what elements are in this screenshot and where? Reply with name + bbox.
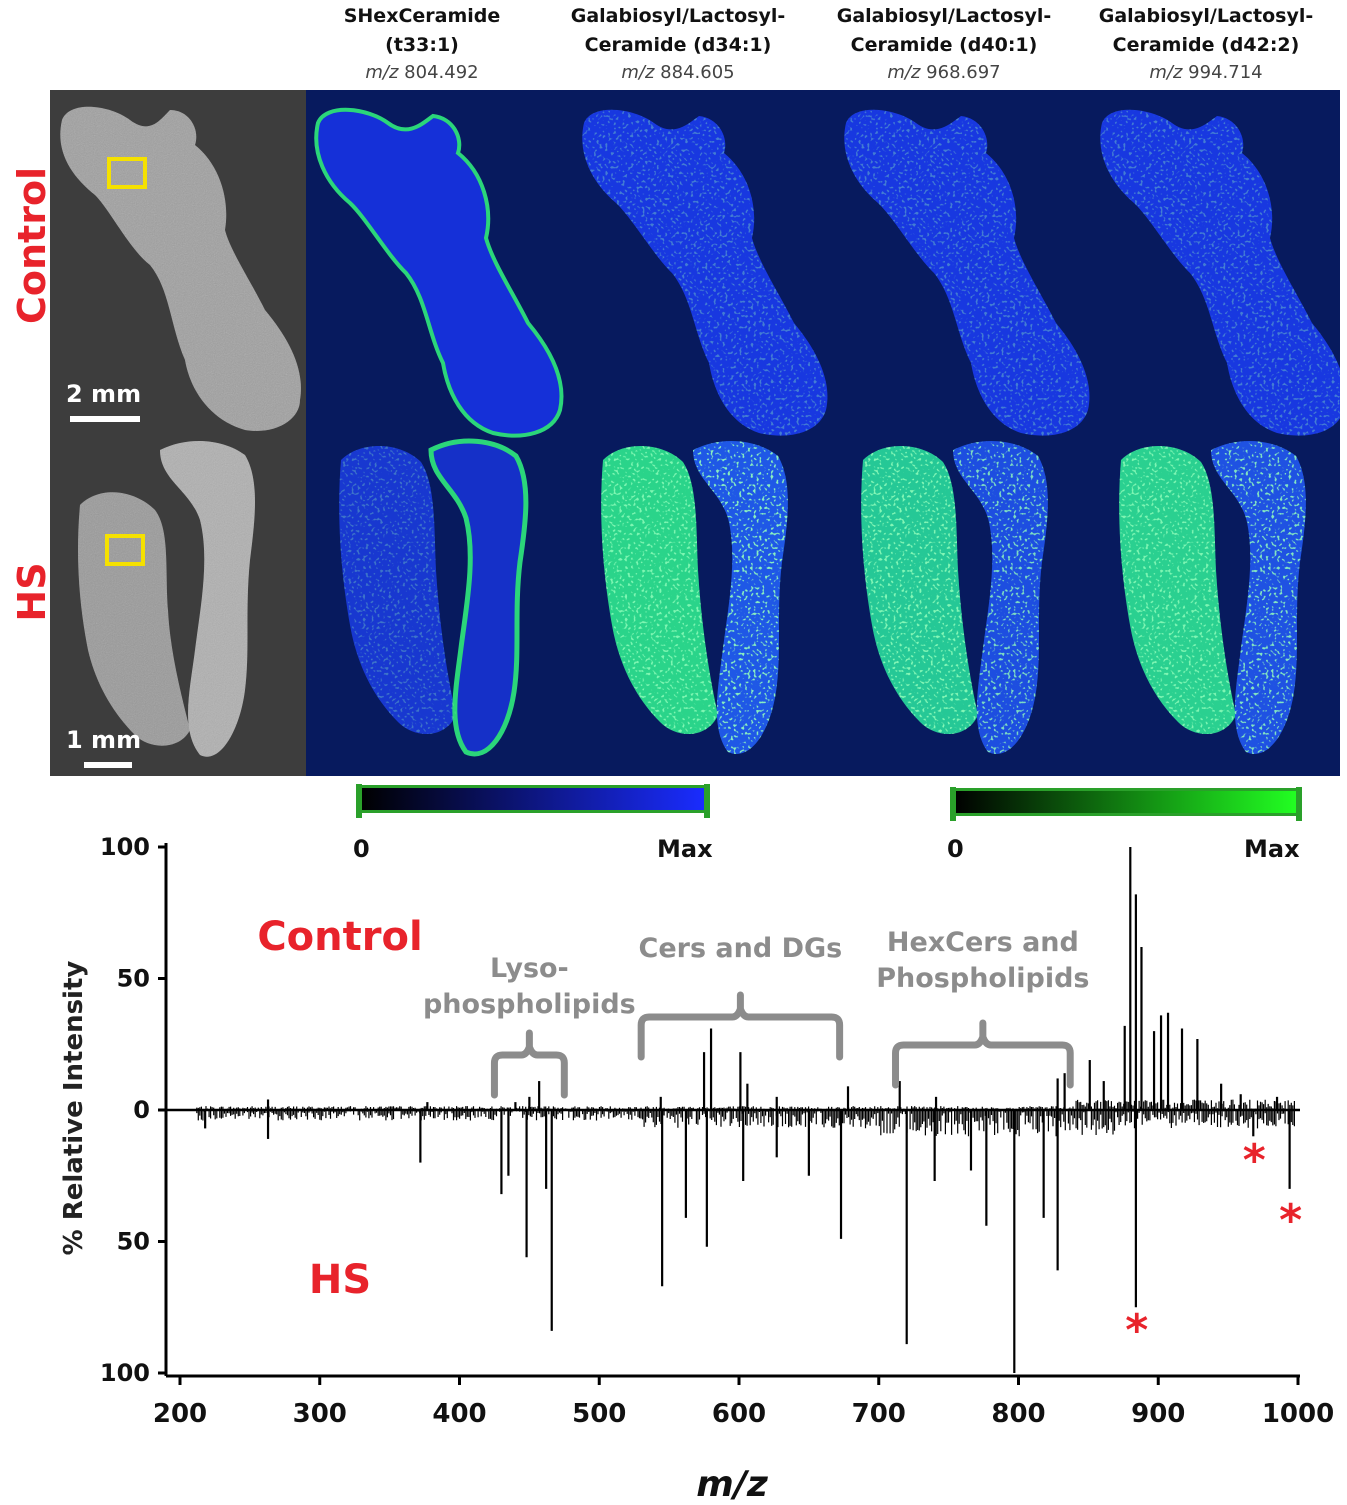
annotation-brace — [892, 1019, 1074, 1089]
scalebar-label-top: 2 mm — [66, 380, 142, 408]
annotation-text: Phospholipids — [876, 963, 1089, 994]
panel-3-sub: Ceramide (d40:1) — [850, 34, 1038, 56]
row-label-hs: HS — [10, 562, 54, 622]
x-tick-label: 700 — [852, 1399, 906, 1429]
y-tick-label: 100 — [100, 833, 150, 861]
annotation-text: Cers and DGs — [639, 933, 843, 964]
panel-header-1: SHexCeramide (t33:1) m/z 804.492 — [302, 2, 542, 86]
x-tick-label: 800 — [991, 1399, 1045, 1429]
peak-marker-asterisk: * — [1243, 1135, 1266, 1186]
roi-box-hs — [105, 534, 145, 566]
x-tick-label: 900 — [1131, 1399, 1185, 1429]
colorbar-green — [950, 787, 1302, 821]
x-tick-label: 500 — [572, 1399, 626, 1429]
panel-4-mz: m/z 994.714 — [1149, 62, 1263, 83]
colorbar-green-cap-left — [950, 787, 956, 821]
ms-image-hs-4 — [1119, 441, 1306, 754]
y-tick-label: 50 — [117, 965, 150, 993]
y-axis-label: % Relative Intensity — [59, 961, 89, 1256]
ms-image-hs-3 — [861, 441, 1048, 754]
colorbar-blue — [356, 784, 710, 818]
panel-2-mz: m/z 884.605 — [621, 62, 735, 83]
peak-marker-asterisk: * — [1279, 1195, 1302, 1246]
colorbar-blue-min: 0 — [353, 835, 370, 863]
colorbar-green-cap-right — [1296, 787, 1302, 821]
x-axis-label: m/z — [696, 1464, 769, 1505]
y-tick-label: 100 — [100, 1359, 150, 1387]
panel-4-sub: Ceramide (d42:2) — [1112, 34, 1300, 56]
panel-1-name: SHexCeramide — [343, 5, 501, 27]
ms-image-control-4 — [1100, 109, 1340, 436]
x-tick-label: 200 — [153, 1399, 207, 1429]
panel-4-name: Galabiosyl/Lactosyl- — [1098, 5, 1314, 27]
series-label-hs: HS — [309, 1257, 371, 1303]
scalebar-label-bottom: 1 mm — [66, 726, 142, 754]
annotation-text: phospholipids — [423, 989, 636, 1020]
ms-image-hs-1 — [339, 441, 526, 754]
x-tick-label: 1000 — [1262, 1399, 1334, 1429]
ms-image-control-1 — [314, 107, 564, 438]
colorbar-blue-max: Max — [657, 835, 713, 863]
x-tick-label: 300 — [293, 1399, 347, 1429]
ms-image-hs-2 — [601, 441, 788, 754]
panel-header-2: Galabiosyl/Lactosyl- Ceramide (d34:1) m/… — [558, 2, 798, 86]
colorbar-blue-cap-right — [704, 784, 710, 818]
annotation-text: Lyso- — [490, 953, 569, 984]
colorbar-green-min: 0 — [947, 835, 964, 863]
peak-marker-asterisk: * — [1125, 1305, 1148, 1356]
panel-2-name: Galabiosyl/Lactosyl- — [570, 5, 786, 27]
optical-images: 2 mm 1 mm — [50, 90, 306, 776]
row-label-control: Control — [10, 166, 54, 324]
y-tick-label: 0 — [133, 1096, 150, 1124]
annotation-text: HexCers and — [887, 927, 1079, 958]
ms-image-control-3 — [844, 109, 1090, 436]
ms-image-control-2 — [582, 109, 828, 436]
panel-header-3: Galabiosyl/Lactosyl- Ceramide (d40:1) m/… — [824, 2, 1064, 86]
panel-1-sub: (t33:1) — [385, 34, 459, 56]
ms-image-grid — [314, 107, 1340, 776]
optical-tissue-svg — [60, 106, 301, 757]
panel-1-mz: m/z 804.492 — [365, 62, 479, 83]
panel-3-mz: m/z 968.697 — [887, 62, 1001, 83]
spectrum-noise — [196, 1099, 1295, 1137]
colorbar-green-max: Max — [1244, 835, 1300, 863]
y-tick-label: 50 — [117, 1228, 150, 1256]
panel-3-name: Galabiosyl/Lactosyl- — [836, 5, 1052, 27]
panel-2-sub: Ceramide (d34:1) — [584, 34, 772, 56]
colorbar-blue-cap-left — [356, 784, 362, 818]
annotation-brace — [637, 991, 844, 1061]
x-tick-label: 600 — [712, 1399, 766, 1429]
panel-header-4: Galabiosyl/Lactosyl- Ceramide (d42:2) m/… — [1086, 2, 1326, 86]
x-tick-label: 400 — [432, 1399, 486, 1429]
roi-box-control — [107, 157, 147, 189]
ms-image-panel: 2 mm 1 mm — [50, 90, 1340, 776]
annotation-brace — [490, 1029, 568, 1099]
scalebar-top — [70, 416, 140, 422]
series-label-control: Control — [257, 914, 422, 960]
scalebar-bottom — [84, 762, 132, 768]
